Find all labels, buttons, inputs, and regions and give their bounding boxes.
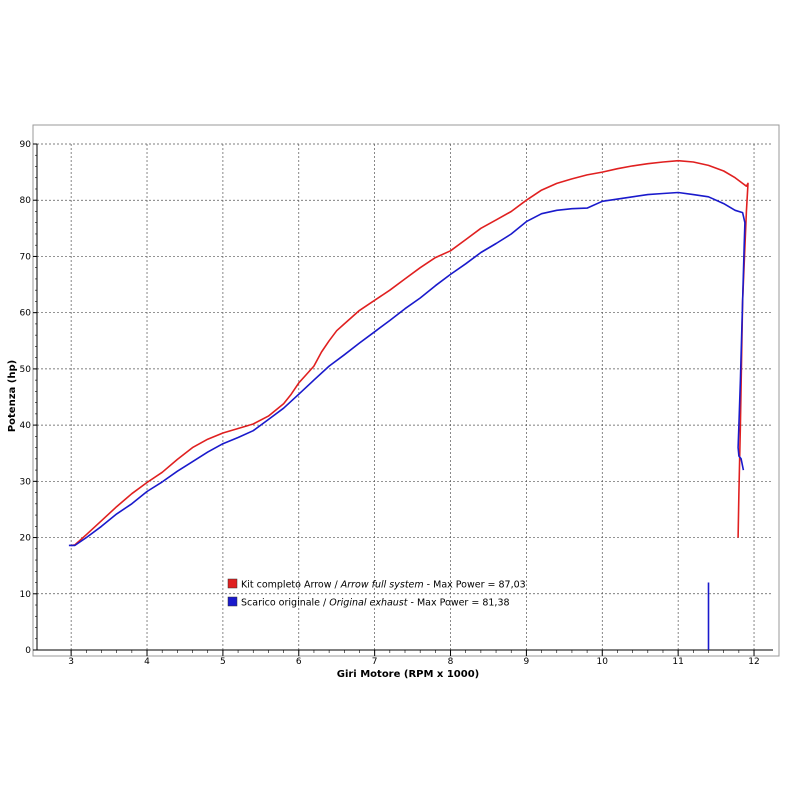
plot-frame: [32, 124, 780, 657]
legend: Kit completo Arrow / Arrow full system -…: [227, 578, 526, 609]
legend-swatch-1: [227, 578, 238, 589]
y-tick-label: 20: [20, 534, 32, 544]
y-tick-label: 80: [20, 196, 32, 206]
y-tick-label: 60: [20, 309, 32, 319]
y-tick-label: 50: [20, 365, 32, 375]
series: [68, 159, 749, 650]
x-axis-label: Giri Motore (RPM x 1000): [337, 669, 480, 680]
y-tick-label: 30: [20, 477, 32, 487]
x-tick-label: 12: [748, 657, 759, 667]
y-tick-label: 40: [20, 421, 32, 431]
series-line-1: [70, 159, 749, 547]
axes: [33, 143, 773, 656]
grid: [37, 143, 773, 650]
x-tick-label: 9: [524, 657, 530, 667]
y-tick-label: 90: [20, 140, 32, 150]
y-tick-label: 10: [20, 590, 32, 600]
x-tick-label: 11: [672, 657, 683, 667]
x-tick-label: 6: [296, 657, 302, 667]
x-tick-label: 8: [448, 657, 454, 667]
x-tick-label: 5: [220, 657, 226, 667]
x-tick-label: 10: [597, 657, 609, 667]
legend-entry-2: Scarico originale / Original exhaust - M…: [241, 598, 510, 609]
x-tick-label: 7: [372, 657, 378, 667]
y-tick-label: 0: [25, 646, 31, 656]
legend-entry-1: Kit completo Arrow / Arrow full system -…: [241, 580, 526, 591]
tick-labels: 3 4 5 6 7 8 9 10 11 12 0 10 20 30 40 50 60 70 80 90: [20, 140, 760, 667]
x-tick-label: 3: [68, 657, 74, 667]
legend-swatch-2: [227, 596, 238, 607]
series-line-2: [68, 191, 746, 547]
x-tick-label: 4: [144, 657, 150, 667]
y-tick-label: 70: [20, 252, 32, 262]
y-axis-label: Potenza (hp): [7, 360, 18, 432]
